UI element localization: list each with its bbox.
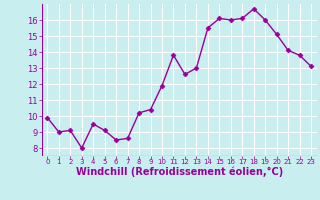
X-axis label: Windchill (Refroidissement éolien,°C): Windchill (Refroidissement éolien,°C) bbox=[76, 166, 283, 177]
